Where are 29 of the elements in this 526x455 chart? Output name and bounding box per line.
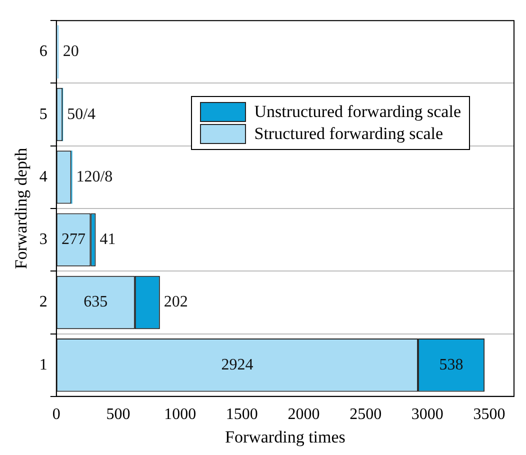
- x-tick-label: 2500: [350, 406, 382, 424]
- x-axis-title: Forwarding times: [224, 427, 346, 446]
- y-tick-label: 3: [39, 231, 48, 248]
- x-tick-label: 2000: [288, 406, 320, 424]
- data-label: /8: [100, 168, 113, 186]
- y-tick-label: 2: [39, 294, 48, 311]
- y-tick-label: 6: [39, 43, 48, 60]
- y-tick-label: 1: [39, 356, 48, 374]
- x-tick-label: 500: [106, 406, 130, 424]
- x-tick-label: 1000: [164, 406, 196, 424]
- data-label: 202: [164, 294, 188, 311]
- data-label: 41: [100, 231, 116, 248]
- y-tick-label: 4: [39, 168, 48, 186]
- legend-label: Unstructured forwarding scale: [254, 101, 461, 123]
- y-axis-title: Forwarding depth: [12, 147, 31, 270]
- legend-label: Structured forwarding scale: [254, 123, 444, 145]
- data-label: 538: [439, 356, 464, 374]
- data-label: 120: [76, 168, 100, 186]
- y-tick-label: 5: [39, 106, 48, 123]
- data-label: 2924: [221, 356, 254, 374]
- data-label: 50: [67, 106, 84, 123]
- x-tick-label: 0: [52, 406, 60, 424]
- data-label: /4: [83, 106, 96, 123]
- x-tick-label: 3000: [411, 406, 444, 424]
- x-tick-label: 3500: [473, 406, 506, 424]
- data-label: 277: [62, 231, 86, 248]
- data-label: 20: [62, 43, 79, 60]
- data-label: 635: [84, 294, 108, 311]
- x-tick-label: 1500: [226, 406, 258, 424]
